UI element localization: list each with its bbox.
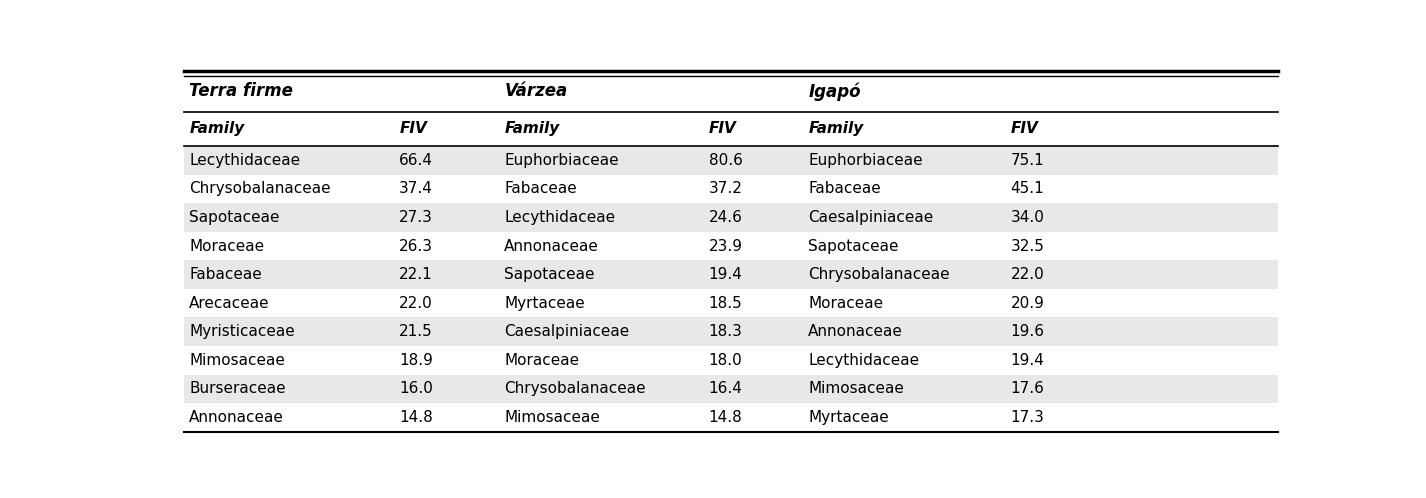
Text: Fabaceae: Fabaceae bbox=[809, 181, 881, 196]
Text: 17.6: 17.6 bbox=[1011, 381, 1044, 396]
Text: Fabaceae: Fabaceae bbox=[505, 181, 578, 196]
Text: Fabaceae: Fabaceae bbox=[190, 267, 262, 282]
Text: Lecythidaceae: Lecythidaceae bbox=[505, 210, 616, 225]
Text: Euphorbiaceae: Euphorbiaceae bbox=[505, 153, 619, 168]
Text: 37.2: 37.2 bbox=[709, 181, 743, 196]
Text: Lecythidaceae: Lecythidaceae bbox=[190, 153, 301, 168]
Text: 80.6: 80.6 bbox=[709, 153, 743, 168]
Text: Moraceae: Moraceae bbox=[505, 353, 579, 368]
Text: Mimosaceae: Mimosaceae bbox=[190, 353, 285, 368]
Text: Mimosaceae: Mimosaceae bbox=[809, 381, 904, 396]
Text: 19.4: 19.4 bbox=[1011, 353, 1044, 368]
Text: Chrysobalanaceae: Chrysobalanaceae bbox=[505, 381, 646, 396]
Text: Chrysobalanaceae: Chrysobalanaceae bbox=[190, 181, 331, 196]
Text: Family: Family bbox=[190, 122, 244, 136]
Bar bbox=[184, 260, 1278, 289]
Text: 14.8: 14.8 bbox=[399, 410, 434, 425]
Text: Caesalpiniaceae: Caesalpiniaceae bbox=[809, 210, 934, 225]
Text: Terra firme: Terra firme bbox=[190, 82, 294, 101]
Text: 45.1: 45.1 bbox=[1011, 181, 1044, 196]
Text: Myrtaceae: Myrtaceae bbox=[809, 410, 888, 425]
Text: Myrtaceae: Myrtaceae bbox=[505, 296, 585, 311]
Text: 66.4: 66.4 bbox=[399, 153, 434, 168]
Text: 34.0: 34.0 bbox=[1011, 210, 1044, 225]
Text: 16.4: 16.4 bbox=[709, 381, 743, 396]
Text: 75.1: 75.1 bbox=[1011, 153, 1044, 168]
Text: Moraceae: Moraceae bbox=[190, 239, 264, 253]
Text: 18.0: 18.0 bbox=[709, 353, 743, 368]
Text: 19.6: 19.6 bbox=[1011, 324, 1044, 339]
Text: Lecythidaceae: Lecythidaceae bbox=[809, 353, 920, 368]
Text: 18.9: 18.9 bbox=[399, 353, 434, 368]
Text: FIV: FIV bbox=[399, 122, 426, 136]
Text: Family: Family bbox=[809, 122, 863, 136]
Text: 24.6: 24.6 bbox=[709, 210, 743, 225]
Text: 14.8: 14.8 bbox=[709, 410, 743, 425]
Text: 32.5: 32.5 bbox=[1011, 239, 1044, 253]
Text: Sapotaceae: Sapotaceae bbox=[809, 239, 898, 253]
Text: 37.4: 37.4 bbox=[399, 181, 434, 196]
Text: 21.5: 21.5 bbox=[399, 324, 434, 339]
Text: Arecaceae: Arecaceae bbox=[190, 296, 270, 311]
Text: Moraceae: Moraceae bbox=[809, 296, 883, 311]
Text: 23.9: 23.9 bbox=[709, 239, 743, 253]
Text: Euphorbiaceae: Euphorbiaceae bbox=[809, 153, 923, 168]
Text: 27.3: 27.3 bbox=[399, 210, 434, 225]
Text: 18.3: 18.3 bbox=[709, 324, 743, 339]
Text: 18.5: 18.5 bbox=[709, 296, 743, 311]
Text: 19.4: 19.4 bbox=[709, 267, 743, 282]
Text: Annonaceae: Annonaceae bbox=[190, 410, 284, 425]
Text: Chrysobalanaceae: Chrysobalanaceae bbox=[809, 267, 950, 282]
Text: Igapó: Igapó bbox=[809, 82, 861, 101]
Bar bbox=[184, 374, 1278, 403]
Text: FIV: FIV bbox=[709, 122, 736, 136]
Text: Sapotaceae: Sapotaceae bbox=[190, 210, 279, 225]
Text: Várzea: Várzea bbox=[505, 82, 568, 101]
Text: Mimosaceae: Mimosaceae bbox=[505, 410, 600, 425]
Bar bbox=[184, 203, 1278, 232]
Text: 20.9: 20.9 bbox=[1011, 296, 1044, 311]
Bar bbox=[184, 317, 1278, 346]
Text: Sapotaceae: Sapotaceae bbox=[505, 267, 595, 282]
Bar bbox=[184, 146, 1278, 175]
Text: Annonaceae: Annonaceae bbox=[809, 324, 903, 339]
Text: Caesalpiniaceae: Caesalpiniaceae bbox=[505, 324, 629, 339]
Text: Myristicaceae: Myristicaceae bbox=[190, 324, 295, 339]
Text: 22.0: 22.0 bbox=[399, 296, 434, 311]
Text: Annonaceae: Annonaceae bbox=[505, 239, 599, 253]
Text: FIV: FIV bbox=[1011, 122, 1038, 136]
Text: Family: Family bbox=[505, 122, 559, 136]
Text: 17.3: 17.3 bbox=[1011, 410, 1044, 425]
Text: 26.3: 26.3 bbox=[399, 239, 434, 253]
Text: 22.0: 22.0 bbox=[1011, 267, 1044, 282]
Text: 16.0: 16.0 bbox=[399, 381, 434, 396]
Text: Burseraceae: Burseraceae bbox=[190, 381, 287, 396]
Text: 22.1: 22.1 bbox=[399, 267, 434, 282]
